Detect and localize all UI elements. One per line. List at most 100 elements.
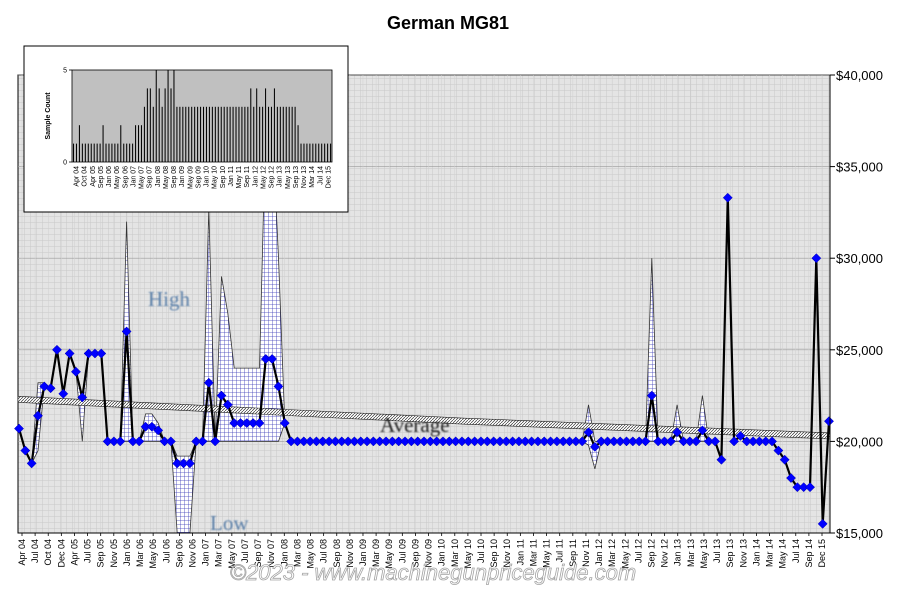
data-point: [665, 436, 676, 447]
data-point: [134, 436, 145, 447]
x-tick-label: Mar 10: [450, 539, 460, 567]
data-point: [121, 326, 132, 337]
inset-x-tick-label: May 08: [163, 166, 170, 189]
inset-x-tick-label: Jan 12: [252, 166, 259, 187]
inset-bar: [146, 88, 148, 162]
x-tick-label: Jul 11: [555, 539, 565, 562]
inset-bar: [120, 125, 122, 162]
inset-bar: [78, 125, 80, 162]
inset-bar: [223, 106, 225, 162]
inset-bar: [149, 88, 151, 162]
data-point: [646, 390, 657, 401]
y-tick-label: $30,000: [836, 251, 883, 266]
data-point: [279, 418, 290, 429]
price-points: [14, 192, 834, 529]
watermark: ©2023 - www.machinegunpriceguide.com: [230, 560, 636, 585]
inset-bar: [214, 106, 216, 162]
data-point: [14, 423, 24, 434]
data-point: [254, 418, 265, 429]
inset-x-tick-label: Jan 09: [179, 166, 186, 187]
inset-x-tick-label: May 11: [236, 166, 243, 189]
x-tick-label: Nov 06: [187, 539, 197, 568]
inset-bar: [247, 106, 249, 162]
data-point: [96, 348, 107, 359]
inset-bar: [294, 106, 296, 162]
x-tick-label: Oct 04: [43, 539, 53, 566]
data-point: [52, 344, 62, 355]
inset-bar: [96, 143, 98, 162]
x-tick-label: Mar 09: [371, 539, 381, 567]
x-tick-label: Mar 14: [765, 539, 775, 567]
inset-x-tick-label: May 12: [260, 166, 267, 189]
inset-x-tick-label: Apr 05: [90, 166, 97, 187]
data-point: [779, 454, 790, 465]
inset-bar: [327, 143, 329, 162]
x-tick-label: May 06: [148, 539, 158, 569]
x-tick-label: Nov 13: [738, 539, 748, 568]
x-tick-label: Sep 14: [804, 539, 814, 568]
inset-bar: [170, 88, 172, 162]
x-tick-label: Jul 08: [319, 539, 329, 563]
x-tick-label: May 11: [542, 539, 552, 568]
inset-bar: [93, 143, 95, 162]
inset-bar: [203, 106, 205, 162]
inset-bar: [217, 106, 219, 162]
inset-bar: [229, 106, 231, 162]
inset-bar: [81, 143, 83, 162]
x-tick-label: Jan 06: [122, 539, 132, 566]
x-tick-label: Sep 05: [96, 539, 106, 568]
inset-x-tick-label: Jan 06: [106, 166, 113, 187]
inset-bar: [75, 143, 77, 162]
data-point: [811, 253, 822, 264]
x-tick-label: Jul 14: [791, 539, 801, 563]
inset-x-tick-label: Jan 11: [228, 166, 235, 187]
inset-bar: [155, 70, 157, 162]
x-tick-label: Jan 07: [201, 539, 211, 566]
data-point: [773, 445, 784, 456]
data-point: [640, 436, 651, 447]
inset-x-tick-label: Sep 06: [122, 166, 129, 188]
inset-x-tick-label: Oct 04: [82, 166, 89, 187]
data-point: [716, 454, 727, 465]
inset-bar: [300, 143, 302, 162]
x-tick-label: Mar 08: [292, 539, 302, 567]
inset-bar: [220, 106, 222, 162]
inset-bar: [99, 143, 101, 162]
inset-bar: [164, 88, 166, 162]
x-tick-label: May 08: [306, 539, 316, 569]
x-tick-label: Jan 08: [279, 539, 289, 566]
inset-bar: [194, 106, 196, 162]
data-point: [729, 436, 740, 447]
x-tick-label: May 10: [463, 539, 473, 569]
data-point: [672, 427, 683, 438]
data-point: [184, 458, 195, 469]
inset-bar: [306, 143, 308, 162]
inset-bar: [102, 125, 104, 162]
inset-bar: [87, 143, 89, 162]
data-point: [805, 482, 815, 493]
x-tick-label: Sep 11: [568, 539, 578, 567]
inset-bar: [303, 143, 305, 162]
x-tick-label: Jan 11: [515, 539, 525, 565]
inset-x-tick-label: Sep 07: [147, 166, 154, 188]
x-tick-label: Jul 12: [633, 539, 643, 563]
inset-y-tick-label: 5: [63, 68, 67, 75]
data-point: [273, 381, 284, 392]
data-point: [197, 436, 208, 447]
inset-y-ticks: 05: [63, 68, 72, 167]
x-tick-label: Dec 15: [817, 539, 827, 568]
x-tick-label: Jul 04: [30, 539, 40, 563]
y-tick-label: $25,000: [836, 343, 883, 358]
inset-x-tick-label: Nov 13: [301, 166, 308, 188]
x-tick-label: Jul 09: [397, 539, 407, 563]
inset-y-tick-label: 0: [63, 160, 67, 167]
x-tick-label: Jul 05: [83, 539, 93, 563]
data-point: [26, 458, 37, 469]
data-point: [45, 383, 56, 394]
data-point: [146, 421, 157, 432]
inset-bar: [321, 143, 323, 162]
data-point: [710, 436, 721, 447]
inset-x-tick-label: Mar 14: [309, 166, 316, 188]
inset-x-tick-label: May 06: [114, 166, 121, 189]
